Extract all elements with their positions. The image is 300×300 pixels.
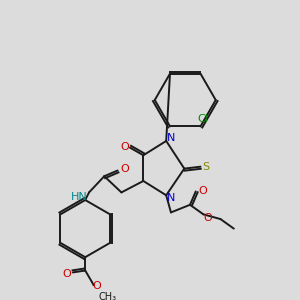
Text: O: O bbox=[92, 281, 101, 291]
Text: O: O bbox=[120, 164, 129, 174]
Text: O: O bbox=[120, 142, 129, 152]
Text: N: N bbox=[167, 133, 175, 143]
Text: HN: HN bbox=[71, 192, 88, 202]
Text: O: O bbox=[204, 213, 212, 223]
Text: O: O bbox=[198, 187, 207, 196]
Text: O: O bbox=[63, 269, 71, 279]
Text: N: N bbox=[167, 193, 175, 203]
Text: S: S bbox=[202, 162, 210, 172]
Text: Cl: Cl bbox=[197, 114, 208, 124]
Text: CH₃: CH₃ bbox=[98, 292, 116, 300]
